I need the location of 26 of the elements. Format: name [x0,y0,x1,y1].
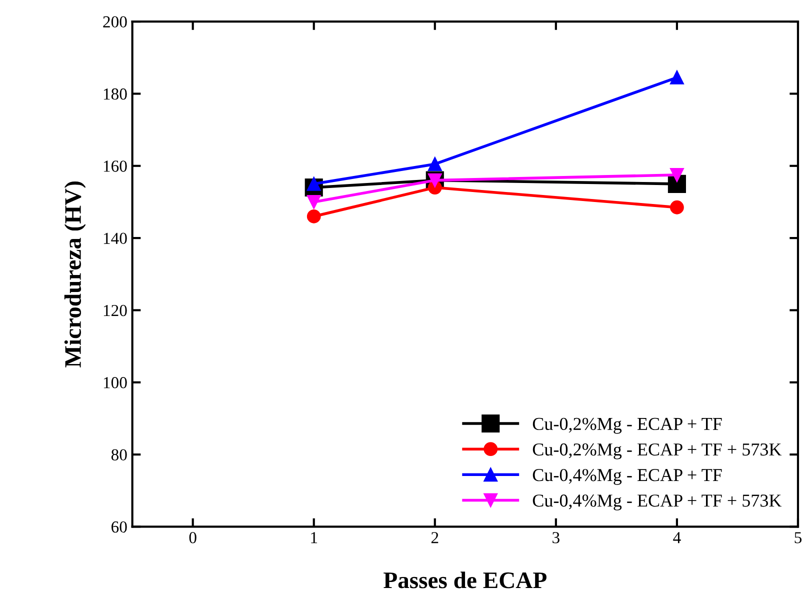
x-tick-label: 0 [189,532,196,544]
y-tick-label: 80 [111,449,127,460]
point [428,157,442,172]
x-tick-label: 1 [311,532,318,544]
y-axis-title: Microdureza (HV) [64,181,86,368]
legend-label: Cu-0,4%Mg - ECAP + TF [532,468,722,485]
point [670,70,684,84]
x-tick-label: 3 [552,532,560,544]
x-tick-label: 5 [794,532,802,544]
x-tick-label: 2 [431,532,438,544]
y-tick-label: 160 [104,160,127,172]
x-axis-title: Passes de ECAP [384,572,546,588]
y-tick-label: 180 [104,88,127,100]
point [670,168,684,182]
x-tick-label: 4 [673,532,681,544]
point [306,209,321,224]
legend-label: Cu-0,2%Mg - ECAP + TF [532,418,722,434]
y-tick-label: 140 [104,232,127,244]
point [670,200,684,214]
legend-label: Cu-0,2%Mg - ECAP + TF + 573K [532,443,782,460]
y-tick-label: 60 [112,521,127,533]
y-tick-label: 120 [104,304,127,316]
y-tick-label: 100 [104,377,127,388]
legend-label: Cu-0,4%Mg - ECAP + TF + 573K [532,494,782,510]
point [306,195,321,209]
y-tick-label: 200 [103,16,127,28]
